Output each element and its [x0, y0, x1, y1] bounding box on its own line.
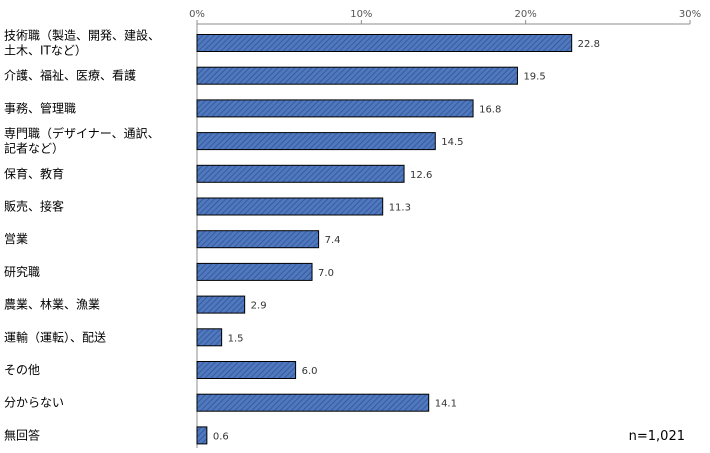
x-tick-label: 30%: [679, 9, 701, 20]
bar: [196, 328, 223, 347]
category-label: 技術職（製造、開発、建設、土木、ITなど）: [4, 28, 160, 58]
bar: [196, 262, 313, 281]
data-label: 19.5: [523, 72, 545, 83]
data-label: 14.5: [441, 137, 463, 148]
bar: [196, 230, 320, 249]
category-label: 専門職（デザイナー、通訳、記者など）: [4, 126, 160, 156]
category-label: 運輸（運転）、配送: [4, 329, 106, 344]
data-label: 16.8: [479, 104, 501, 115]
bars: 22.8 19.5 16.8 14.5 12.6 11.3 7.4 7.0 2.9 1.5 6.0 1…: [196, 34, 600, 445]
data-label: 22.8: [578, 39, 600, 50]
bar: [196, 197, 384, 216]
bar: [196, 164, 405, 183]
data-label: 7.4: [325, 235, 341, 246]
data-label: 7.0: [318, 268, 334, 279]
bar: [196, 393, 430, 412]
bar: [196, 99, 474, 118]
data-label: 11.3: [389, 203, 411, 214]
bar: [196, 361, 297, 379]
data-label: 1.5: [228, 333, 244, 344]
category-label: 農業、林業、漁業: [4, 298, 100, 312]
category-label: 無回答: [4, 427, 40, 442]
category-label: 分からない: [4, 396, 64, 410]
data-label: 0.6: [213, 431, 229, 442]
category-label: 営業: [4, 232, 28, 246]
bar: [196, 426, 208, 445]
bar: [196, 295, 246, 314]
category-label: 保育、教育: [4, 166, 64, 181]
category-label: 販売、接客: [4, 199, 64, 214]
category-label: その他: [4, 363, 40, 377]
x-tick-label: 10%: [350, 9, 372, 20]
category-label: 研究職: [4, 264, 40, 279]
category-label: 事務、管理職: [4, 100, 76, 115]
data-label: 6.0: [302, 366, 318, 377]
sample-size-note: n=1,021: [628, 429, 685, 444]
x-tick-label: 0%: [189, 9, 205, 20]
bar: [196, 34, 573, 52]
data-label: 14.1: [435, 399, 457, 410]
category-label: 介護、福祉、医療、看護: [4, 68, 136, 83]
data-label: 12.6: [410, 170, 432, 181]
bar: [196, 132, 436, 151]
bar: [196, 66, 518, 85]
category-labels: 技術職（製造、開発、建設、土木、ITなど） 介護、福祉、医療、看護事務、管理職専門…: [4, 28, 160, 443]
x-tick-label: 20%: [515, 9, 537, 20]
data-label: 2.9: [251, 301, 267, 312]
